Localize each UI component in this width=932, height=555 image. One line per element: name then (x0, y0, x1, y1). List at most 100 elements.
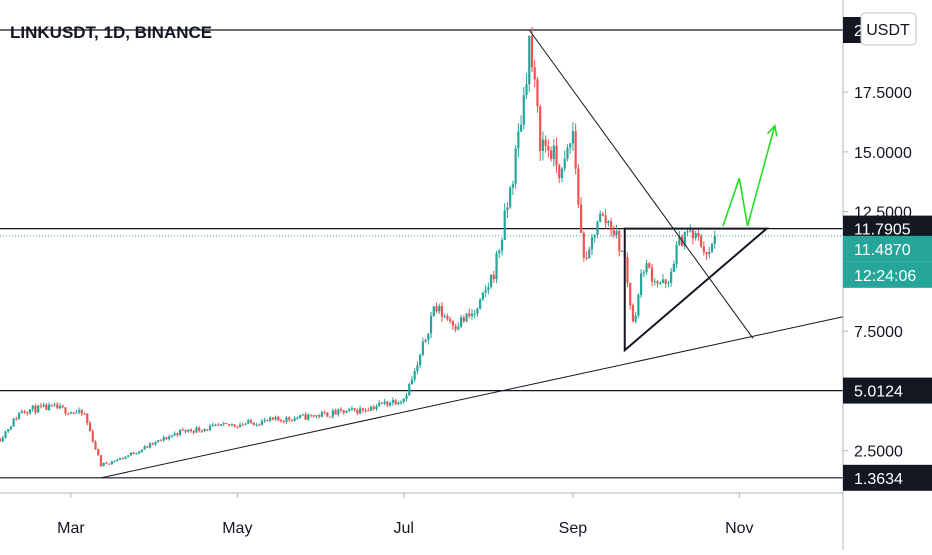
candle-body (661, 279, 665, 284)
candle-body (148, 443, 152, 448)
candle-body (629, 282, 632, 306)
price-label-text: 2 (854, 23, 863, 40)
candle-body (88, 422, 92, 432)
candle-body (345, 410, 348, 413)
candle-body (446, 316, 449, 320)
candle-body (498, 250, 501, 254)
candle-body (181, 429, 184, 431)
candle-body (72, 412, 75, 414)
axes (0, 0, 844, 550)
currency-badge[interactable]: USDT (860, 12, 917, 46)
candle-body (563, 158, 566, 169)
candle-body (509, 187, 512, 208)
price-label-box (843, 261, 932, 288)
candle-body (549, 150, 553, 160)
time-tick-label: Jul (394, 520, 414, 537)
candle-body (348, 408, 351, 411)
candle-body (7, 429, 10, 432)
candle-body (410, 379, 414, 384)
candle-body (34, 405, 37, 413)
candle-body (293, 418, 296, 421)
candle-body (230, 424, 233, 426)
candle-body (579, 204, 583, 233)
candle-body (309, 414, 313, 416)
candle-body (64, 407, 67, 414)
triangle-pattern (623, 227, 770, 353)
price-labels: 11.7905 11.4870 12:24:06 5.0124 1.3634 2 (843, 17, 932, 491)
candle-body (585, 257, 588, 259)
candle-body (1, 437, 4, 442)
candle-body (451, 321, 454, 327)
candle-body (525, 84, 528, 96)
candle-body (198, 427, 201, 431)
candle-body (173, 433, 176, 436)
candle-body (86, 413, 89, 423)
candle-body (23, 411, 26, 413)
time-tick-label: Nov (725, 520, 753, 537)
candle-body (569, 143, 572, 148)
candle-body (116, 459, 119, 462)
candle-body (454, 326, 457, 330)
price-label-text: 11.4870 (854, 242, 911, 259)
candle-body (694, 233, 697, 239)
candle-body (610, 221, 613, 231)
candle-body (517, 131, 520, 149)
candle-body (138, 451, 141, 454)
candle-body (479, 299, 482, 309)
candle-body (683, 231, 686, 247)
candle-body (634, 315, 637, 322)
candle-body (519, 124, 523, 132)
candle-body (268, 417, 272, 421)
candle-body (217, 424, 220, 426)
candle-body (391, 400, 394, 403)
price-label-text: 5.0124 (854, 384, 903, 401)
candle-body (26, 412, 29, 414)
candle-body (271, 417, 274, 420)
candle-body (50, 404, 53, 406)
candle-body (558, 165, 561, 179)
candle-body (416, 365, 419, 372)
candle-body (637, 294, 640, 316)
candle-body (612, 230, 615, 235)
price-label-text: 11.7905 (854, 222, 911, 239)
candle-body (473, 313, 476, 315)
candle-body (544, 139, 547, 146)
time-axis[interactable]: Mar May Jul Sep Nov (57, 493, 754, 537)
candle-body (522, 95, 525, 125)
projection-arrow (722, 125, 776, 227)
candle-body (67, 413, 70, 415)
candle-body (367, 410, 370, 412)
candle-body (555, 145, 558, 166)
candle-body (290, 419, 294, 421)
candle-body (648, 263, 651, 268)
candle-body (105, 462, 108, 464)
candle-body (189, 429, 193, 432)
candle-body (228, 424, 231, 426)
candle-body (277, 417, 280, 420)
candle-body (236, 426, 239, 428)
candle-body (154, 441, 157, 445)
candle-body (481, 292, 484, 300)
candle-body (9, 426, 13, 430)
candle-body (307, 414, 310, 420)
candle-body (593, 234, 596, 238)
candle-body (304, 414, 307, 420)
candle-body (42, 404, 45, 407)
candle-body (288, 417, 291, 420)
candle-body (476, 308, 479, 314)
candle-body (620, 251, 624, 253)
candle-body (574, 131, 577, 169)
candle-body (326, 412, 329, 417)
drawing-layer (100, 29, 844, 479)
candle-body (252, 422, 255, 426)
candle-body (667, 282, 670, 284)
candle-body (28, 409, 32, 414)
candle-body (241, 424, 244, 426)
candle-body (312, 415, 315, 417)
candle-body (399, 401, 403, 403)
candle-body (394, 400, 397, 405)
candle-body (506, 207, 509, 211)
